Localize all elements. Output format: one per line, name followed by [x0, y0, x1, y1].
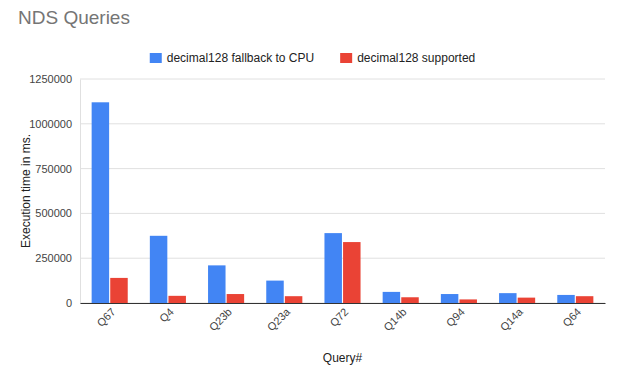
bar	[499, 293, 516, 303]
x-tick: Q23a	[265, 303, 293, 333]
bar	[266, 281, 283, 303]
x-tick: Q72	[327, 303, 350, 329]
bar	[110, 278, 127, 303]
bar	[150, 236, 167, 303]
bar	[518, 298, 535, 303]
y-tick: 0	[66, 297, 80, 309]
bar	[285, 296, 302, 303]
grid-line	[80, 213, 605, 214]
x-tick-label: Q4	[157, 306, 176, 325]
x-tick: Q23b	[207, 303, 235, 333]
x-tick-label: Q23b	[207, 306, 235, 334]
x-tick-label: Q14a	[498, 305, 526, 333]
x-tick-label: Q94	[444, 306, 467, 329]
legend-swatch	[340, 53, 352, 63]
y-tick: 750000	[35, 163, 80, 175]
y-tick: 1250000	[29, 73, 80, 85]
bar	[208, 265, 225, 303]
y-tick: 250000	[35, 252, 80, 264]
bar	[227, 294, 244, 303]
bar	[459, 299, 476, 303]
y-axis-title: Execution time in ms.	[19, 134, 33, 248]
x-tick-label: Q14b	[381, 306, 409, 334]
grid	[80, 79, 605, 303]
x-tick-label: Q72	[327, 306, 350, 329]
legend-label: decimal128 fallback to CPU	[167, 51, 314, 65]
x-axis-title: Query#	[323, 351, 363, 365]
y-tick-label: 250000	[35, 252, 72, 264]
legend-item: decimal128 supported	[340, 51, 475, 65]
grid-line	[80, 123, 605, 124]
y-tick-label: 500000	[35, 207, 72, 219]
x-tick-label: Q23a	[265, 305, 293, 333]
grid-line	[80, 168, 605, 169]
x-tick: Q14b	[381, 303, 409, 333]
bar	[324, 233, 341, 303]
y-tick-label: 1000000	[29, 118, 72, 130]
chart-title: NDS Queries	[18, 7, 130, 28]
x-tick: Q67	[94, 303, 117, 329]
x-tick: Q64	[560, 303, 583, 329]
legend: decimal128 fallback to CPU decimal128 sup…	[150, 51, 475, 65]
y-tick: 500000	[35, 207, 80, 219]
bar	[401, 297, 418, 303]
y-tick-label: 750000	[35, 163, 72, 175]
y-axis-line	[80, 80, 81, 304]
bar	[383, 292, 400, 303]
y-tick-label: 0	[66, 297, 72, 309]
legend-item: decimal128 fallback to CPU	[150, 51, 314, 65]
x-axis-line	[81, 303, 606, 304]
y-tick: 1000000	[29, 118, 80, 130]
bar	[557, 295, 574, 303]
x-tick-label: Q64	[560, 306, 583, 329]
bar	[92, 102, 109, 303]
bar	[343, 242, 360, 303]
grid-line	[80, 79, 605, 80]
x-tick: Q14a	[498, 303, 526, 333]
legend-label: decimal128 supported	[357, 51, 475, 65]
y-tick-label: 1250000	[29, 73, 72, 85]
bar	[576, 296, 593, 303]
bar	[168, 296, 185, 303]
x-axis: Q67 Q4 Q23b Q23a Q72 Q14b Q94 Q14a Q64	[81, 303, 606, 333]
legend-swatch	[150, 53, 162, 63]
x-tick-label: Q67	[94, 306, 117, 329]
bars	[92, 102, 594, 303]
y-axis: 0 250000 500000 750000 1000000 1250000	[29, 73, 80, 309]
x-tick: Q4	[157, 303, 176, 324]
bar	[441, 294, 458, 303]
x-tick: Q94	[444, 303, 467, 329]
